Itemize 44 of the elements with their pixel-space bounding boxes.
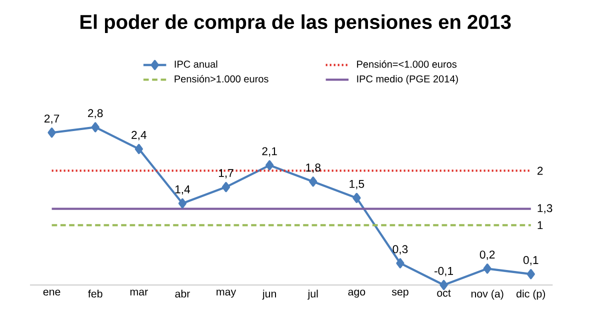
point — [483, 264, 492, 274]
x-tick-label: sep — [392, 290, 408, 298]
data-label: 1,3 — [538, 204, 552, 214]
point — [178, 198, 187, 208]
data-label: 2,4 — [132, 130, 146, 140]
data-label: 2,7 — [44, 114, 60, 124]
x-tick-label: abr — [175, 290, 190, 298]
x-tick-label: feb — [88, 290, 102, 298]
x-tick-label: mar — [130, 290, 148, 296]
data-label: 1,8 — [306, 164, 320, 173]
x-tick-label: dic (p) — [516, 290, 546, 300]
point — [91, 122, 100, 132]
legend-label: Pensión=<1.000 euros — [357, 60, 457, 68]
x-tick-label: jun — [262, 290, 276, 300]
x-tick-label: may — [216, 290, 236, 298]
data-label: 2,8 — [88, 109, 103, 118]
legend-label: IPC anual — [174, 60, 218, 68]
chart-title: El poder de compra de las pensiones en 2013 — [80, 14, 511, 33]
data-label: 1,7 — [218, 169, 234, 178]
data-label: 0,1 — [523, 256, 538, 266]
x-tick-label: ago — [348, 290, 366, 298]
x-tick-label: nov (a) — [471, 290, 504, 300]
data-label: 0,3 — [392, 245, 408, 255]
x-tick-label: ene — [43, 290, 60, 296]
point — [309, 176, 318, 187]
legend-label: Pensión>1.000 euros — [174, 75, 268, 82]
point — [265, 160, 274, 170]
x-tick-label: jul — [308, 290, 318, 300]
data-label: 2 — [537, 166, 543, 175]
point — [134, 144, 143, 154]
legend-label: IPC medio (PGE 2014) — [357, 75, 458, 84]
data-label: 2,1 — [262, 147, 277, 157]
point — [526, 269, 535, 280]
point — [440, 280, 448, 290]
data-label: 1,4 — [175, 185, 190, 195]
point — [48, 128, 56, 138]
data-label: 0,2 — [480, 250, 495, 260]
data-label: 1 — [538, 221, 543, 230]
data-label: -0,1 — [434, 266, 453, 276]
point — [396, 258, 404, 268]
x-tick-label: oct — [437, 290, 451, 297]
point — [352, 192, 361, 204]
point — [222, 182, 230, 192]
data-label: 1,5 — [350, 180, 364, 190]
